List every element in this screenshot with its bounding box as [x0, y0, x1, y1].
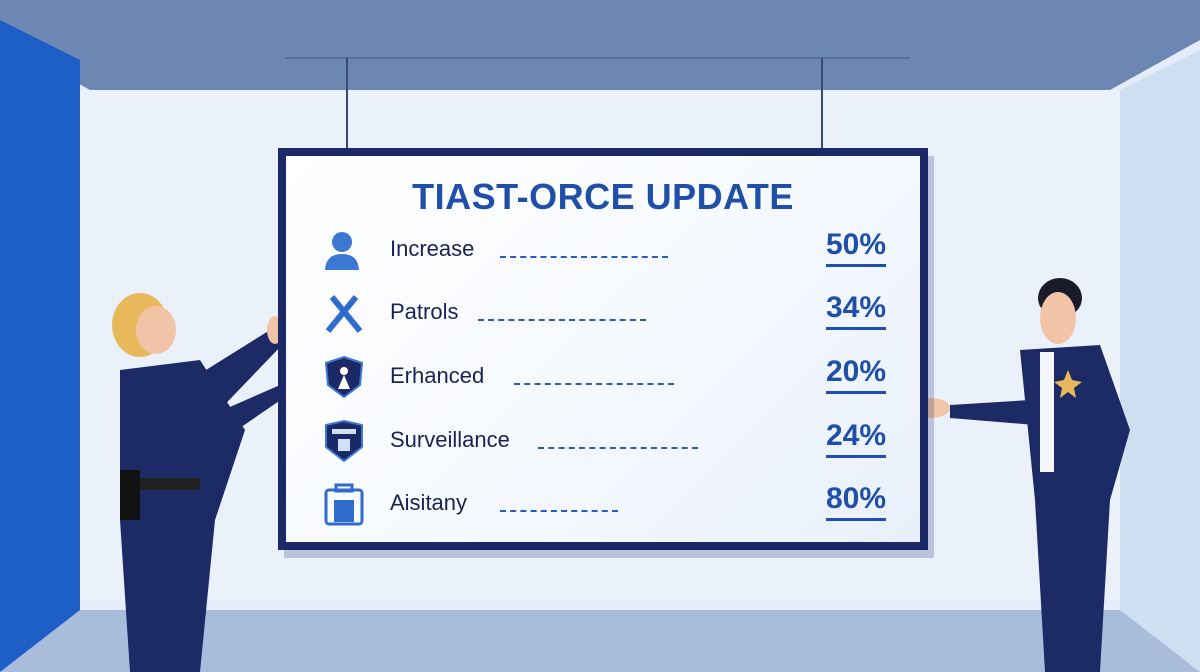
stat-value: 34%	[825, 291, 886, 330]
building-icon	[324, 483, 364, 526]
dash-line	[478, 319, 646, 321]
stat-value: 80%	[825, 482, 886, 521]
stat-label: Surveillance	[390, 427, 510, 452]
stat-label: Patrols	[390, 299, 459, 324]
board-title: TIAST-ORCE UPDATE	[412, 176, 794, 217]
stat-row-increase: Increase 50%	[286, 226, 920, 276]
stat-row-assistance: Aisitany 80%	[286, 480, 920, 530]
stat-row-patrols: Patrols 34%	[286, 289, 920, 339]
dash-line	[500, 256, 668, 258]
person-icon	[325, 232, 359, 270]
male-officer-figure	[910, 278, 1130, 672]
stat-label: Aisitany	[390, 490, 468, 515]
stat-value: 24%	[825, 419, 886, 458]
stat-label: Increase	[390, 236, 475, 261]
stat-row-surveillance: Surveillance 24%	[286, 417, 920, 467]
stat-value: 50%	[825, 228, 886, 267]
stat-label: Erhanced	[390, 363, 485, 388]
crossed-batons-icon	[325, 295, 363, 333]
dash-line	[538, 447, 698, 449]
female-officer-figure	[112, 293, 288, 672]
shield-icon	[324, 355, 364, 399]
stat-value: 20%	[825, 355, 886, 394]
stat-row-enhanced: Erhanced 20%	[286, 353, 920, 403]
badge-icon	[325, 419, 363, 463]
dash-line	[500, 510, 618, 512]
task-force-board: TIAST-ORCE UPDATE Increase 50% Patrols 3…	[278, 148, 928, 550]
dash-line	[514, 383, 674, 385]
